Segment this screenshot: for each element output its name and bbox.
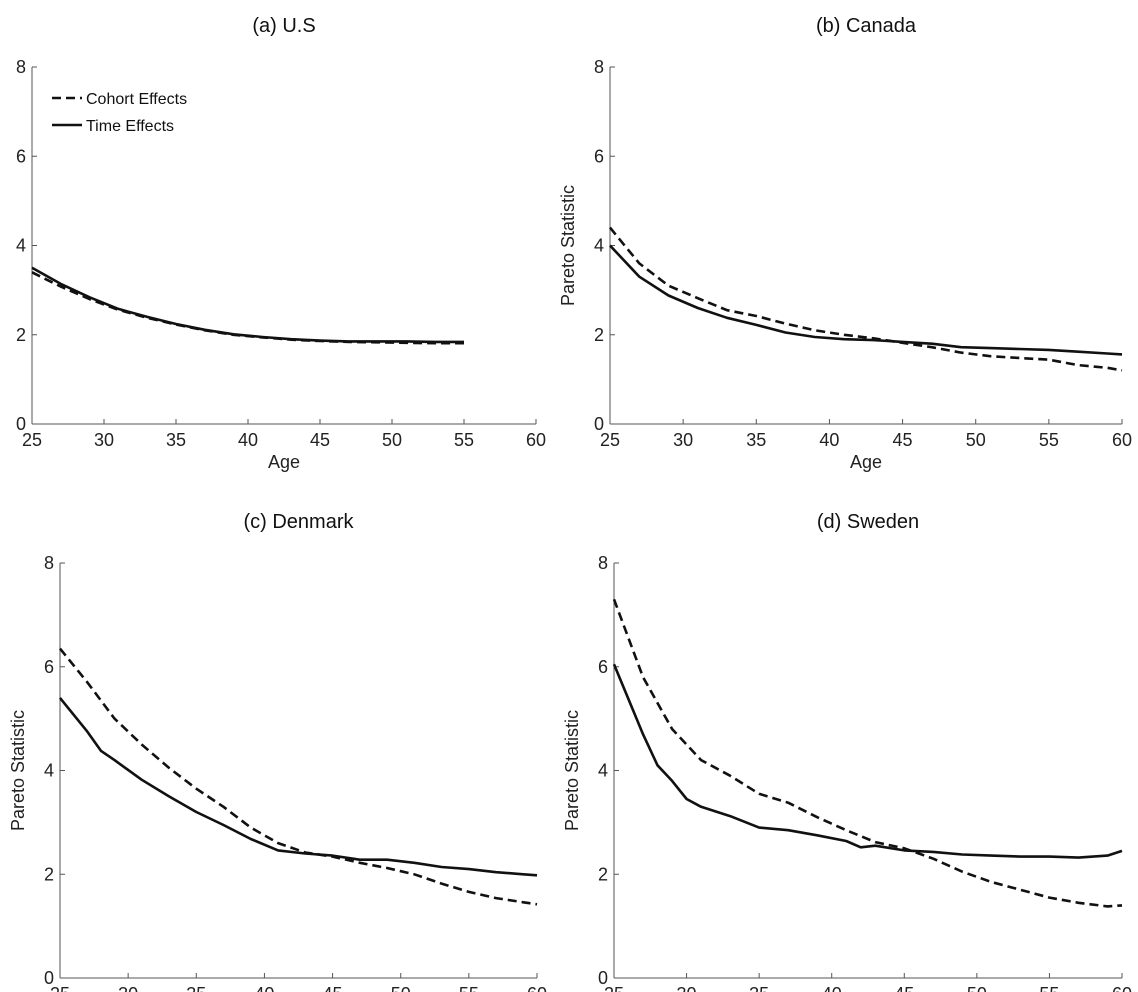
y-tick-label: 2 [16,325,26,345]
y-tick-label: 4 [598,761,608,781]
x-tick-label: 35 [166,430,186,450]
y-tick-label: 2 [598,864,608,884]
y-tick-label: 6 [44,657,54,677]
series-time-effects [612,663,1123,859]
x-tick-label: 45 [893,430,913,450]
y-tick-label: 4 [594,236,604,256]
x-tick-label: 25 [50,984,70,992]
y-tick-label: 6 [594,146,604,166]
x-axis-label: Age [850,452,882,472]
x-tick-label: 55 [1039,430,1059,450]
y-tick-label: 8 [44,553,54,573]
series-cohort-effects [612,598,1123,908]
panel-title: (c) Denmark [243,511,354,533]
y-tick-label: 0 [594,414,604,434]
panel-title: (b) Canada [816,15,917,37]
y-tick-label: 4 [44,761,54,781]
x-tick-label: 50 [967,984,987,992]
panel-4: (d) Sweden253035404550556002468AgePareto… [562,511,1132,992]
x-tick-label: 25 [600,430,620,450]
series-time-effects [58,697,538,877]
series-time-effects [31,266,464,344]
legend-label: Cohort Effects [86,91,187,108]
x-tick-label: 55 [459,984,479,992]
x-tick-label: 60 [1112,984,1132,992]
y-tick-label: 0 [598,968,608,988]
x-tick-label: 40 [819,430,839,450]
x-tick-label: 60 [1112,430,1132,450]
x-tick-label: 55 [1039,984,1059,992]
x-tick-label: 55 [454,430,474,450]
x-tick-label: 35 [746,430,766,450]
x-tick-label: 60 [526,430,546,450]
panel-1: (a) U.S 25 30 35 40 45 50 55 60 0 2 4 6 8 Age Cohort Ef… [16,15,546,472]
x-tick-label: 35 [749,984,769,992]
y-tick-label: 8 [16,57,26,77]
legend: Cohort Effects Time Effects [52,91,187,135]
y-tick-label: 2 [44,864,54,884]
y-tick-label: 2 [594,325,604,345]
y-tick-label: 6 [598,657,608,677]
panel-title: (d) Sweden [817,511,919,533]
x-tick-label: 60 [527,984,547,992]
y-tick-label: 4 [16,236,26,256]
x-axis-label: Age [268,452,300,472]
x-tick-label: 30 [118,984,138,992]
panel-3: (c) Denmark253035404550556002468AgeParet… [8,511,547,992]
series-time-effects [609,244,1123,356]
x-tick-label: 40 [254,984,274,992]
panel-2: (b) Canada 25 30 35 40 45 50 55 60 0 2 4 6 8 Age Pareto… [558,15,1132,472]
y-tick-label: 8 [598,553,608,573]
y-axis-label: Pareto Statistic [562,710,582,831]
x-tick-label: 30 [673,430,693,450]
x-tick-label: 50 [391,984,411,992]
x-tick-label: 35 [186,984,206,992]
y-tick-label: 0 [44,968,54,988]
x-tick-label: 30 [677,984,697,992]
x-tick-label: 45 [894,984,914,992]
legend-label: Time Effects [86,118,174,135]
series-cohort-effects [58,647,538,906]
x-tick-label: 30 [94,430,114,450]
x-tick-label: 45 [310,430,330,450]
x-tick-label: 25 [604,984,624,992]
y-axis-label: Pareto Statistic [8,710,28,831]
panel-title: (a) U.S [252,15,315,37]
x-tick-label: 50 [966,430,986,450]
y-tick-label: 0 [16,414,26,434]
x-tick-label: 25 [22,430,42,450]
x-tick-label: 45 [323,984,343,992]
x-tick-label: 40 [822,984,842,992]
y-axis-label: Pareto Statistic [558,185,578,306]
series-cohort-effects [608,226,1123,372]
x-tick-label: 40 [238,430,258,450]
y-tick-label: 6 [16,146,26,166]
x-tick-label: 50 [382,430,402,450]
series-cohort-effects [31,271,464,345]
y-tick-label: 8 [594,57,604,77]
